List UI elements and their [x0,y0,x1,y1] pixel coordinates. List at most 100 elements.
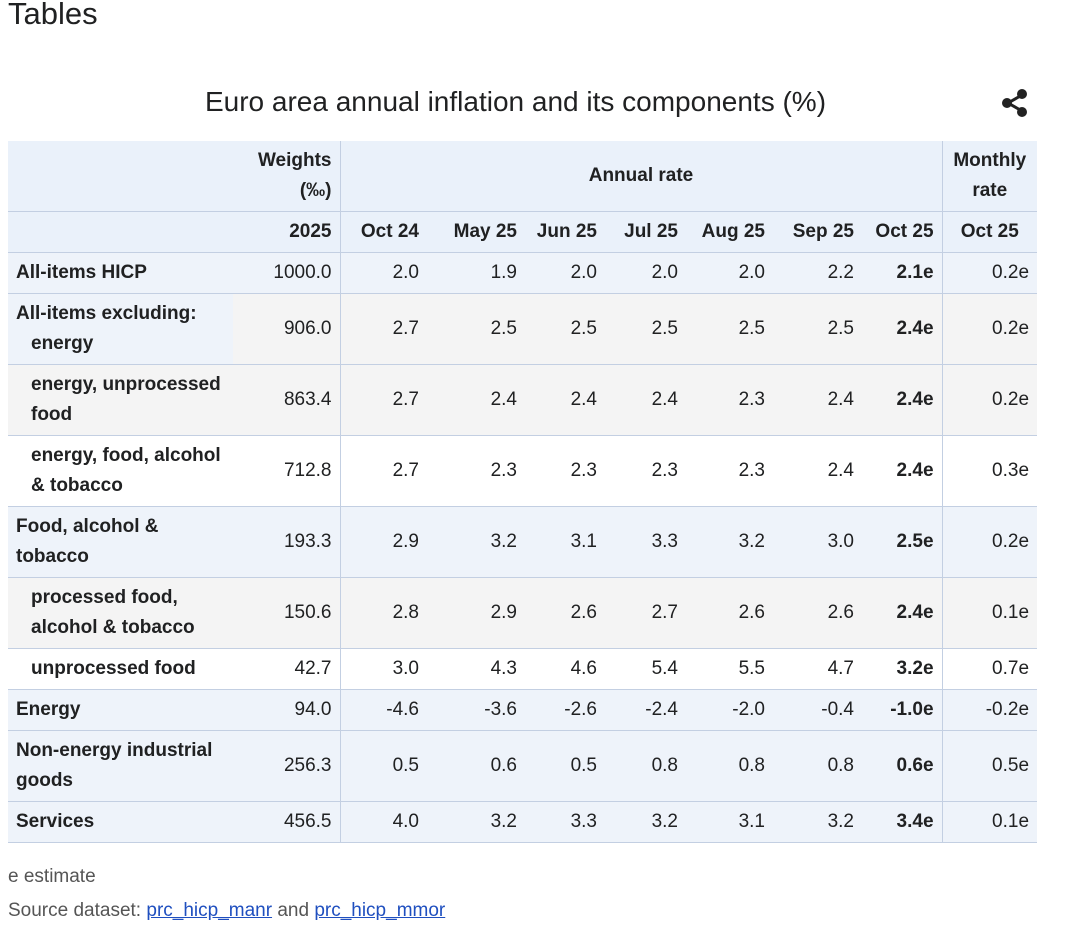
corner-cell [8,141,233,212]
table-title: Euro area annual inflation and its compo… [204,86,827,117]
table-cell: 2.3 [686,435,773,507]
table-cell: 3.1 [686,801,773,843]
table-cell: 0.2e [941,364,1038,436]
table-cell: 3.4e [862,801,943,843]
table-cell: 4.7 [773,648,862,690]
table-cell: 0.5 [525,730,605,802]
table-row: energy, unprocessed food 863.4 2.7 2.4 2.4 2.… [8,364,1038,436]
table-cell: 3.0 [773,506,862,578]
table-cell: 2.3 [525,435,605,507]
table-cell: 2.0 [525,252,605,294]
table-cell: 2.1e [862,252,943,294]
column-header: Oct 24 [339,211,427,253]
table-cell: 2.6 [773,577,862,649]
table-cell: 3.2 [427,506,525,578]
row-label: processed food, alcohol & tobacco [8,577,233,649]
row-label: All-items excluding: energy [8,293,233,365]
footer: e estimate Source dataset: prc_hicp_manr… [8,860,445,928]
row-label: Non-energy industrial goods [8,730,233,802]
table-cell: 2.7 [339,435,427,507]
table-cell: 2.5 [773,293,862,365]
table-cell: 2.5 [525,293,605,365]
table-cell: 2.9 [427,577,525,649]
table-cell: 3.2 [773,801,862,843]
table-cell: -2.4 [605,689,686,731]
table-cell: 0.3e [941,435,1038,507]
table-cell: 0.6e [862,730,943,802]
footnote: e estimate [8,866,96,887]
inflation-table: Weights (‰) Annual rate Monthly rate 202… [8,141,1038,843]
table-cell: 2.3 [427,435,525,507]
group-header-row: Weights (‰) Annual rate Monthly rate [8,141,1038,212]
table-cell: 2.4 [427,364,525,436]
table-cell: 2.3 [605,435,686,507]
table-row: Services 456.5 4.0 3.2 3.3 3.2 3.1 3.2 3.4e 0.1e [8,801,1038,843]
table-row: unprocessed food 42.7 3.0 4.3 4.6 5.4 5.5 4.7 3.… [8,648,1038,690]
table-cell: -2.0 [686,689,773,731]
table-cell: 2.4e [862,364,943,436]
page-heading: Tables [8,0,98,31]
table-cell: 94.0 [233,689,340,731]
row-label: unprocessed food [8,648,233,690]
table-cell: 456.5 [233,801,340,843]
row-label: Energy [8,689,233,731]
table-cell: 2.4 [525,364,605,436]
table-cell: 0.8 [605,730,686,802]
source-link[interactable]: prc_hicp_mmor [314,900,446,921]
table-cell: 2.4 [773,435,862,507]
table-cell: 3.3 [605,506,686,578]
share-icon[interactable] [1000,88,1030,118]
column-header: Sep 25 [773,211,862,253]
table-cell: 4.0 [339,801,427,843]
table-cell: -1.0e [862,689,943,731]
row-label: Food, alcohol & tobacco [8,506,233,578]
table-cell: 906.0 [233,293,340,365]
conjunction: and [277,900,310,921]
table-cell: 0.5 [339,730,427,802]
row-label: Services [8,801,233,843]
table-cell: 0.8 [773,730,862,802]
table-cell: 3.3 [525,801,605,843]
table-cell: 2.8 [339,577,427,649]
table-cell: 2.5 [427,293,525,365]
row-label: energy, food, alcohol & tobacco [8,435,233,507]
table-cell: 0.5e [941,730,1038,802]
source-link[interactable]: prc_hicp_manr [146,900,273,921]
table-row: Energy 94.0 -4.6 -3.6 -2.6 -2.4 -2.0 -0.4 -1.0e -… [8,689,1038,731]
column-header: May 25 [427,211,525,253]
table-cell: 193.3 [233,506,340,578]
table-cell: 2.0 [605,252,686,294]
group-header: Annual rate [339,141,943,212]
table-cell: -3.6 [427,689,525,731]
table-cell: 0.1e [941,577,1038,649]
table-row: processed food, alcohol & tobacco 150.6 2.… [8,577,1038,649]
table-cell: 1000.0 [233,252,340,294]
table-cell: 0.2e [941,506,1038,578]
corner-cell [8,211,233,253]
table-row: All-items HICP 1000.0 2.0 1.9 2.0 2.0 2.0 2.2 2.… [8,252,1038,294]
table-cell: 2.5 [686,293,773,365]
table-cell: 2.4 [773,364,862,436]
table-cell: 2.5 [605,293,686,365]
table-cell: 2.7 [339,293,427,365]
table-cell: -0.2e [941,689,1038,731]
table-cell: 3.2 [605,801,686,843]
column-header: Oct 25 [941,211,1038,253]
table-cell: 2.9 [339,506,427,578]
table-cell: 3.2 [686,506,773,578]
group-header: Monthly rate [941,141,1038,212]
table-cell: 2.6 [525,577,605,649]
table-cell: 2.0 [686,252,773,294]
table-cell: 2.4e [862,577,943,649]
table-cell: 42.7 [233,648,340,690]
table-cell: 5.4 [605,648,686,690]
source-line: Source dataset: prc_hicp_manr and prc_hi… [8,894,445,928]
table-cell: 0.1e [941,801,1038,843]
table-cell: -2.6 [525,689,605,731]
group-header: Weights (‰) [233,141,340,212]
table-cell: -0.4 [773,689,862,731]
table-cell: 2.2 [773,252,862,294]
table-cell: 0.8 [686,730,773,802]
column-header: Aug 25 [686,211,773,253]
